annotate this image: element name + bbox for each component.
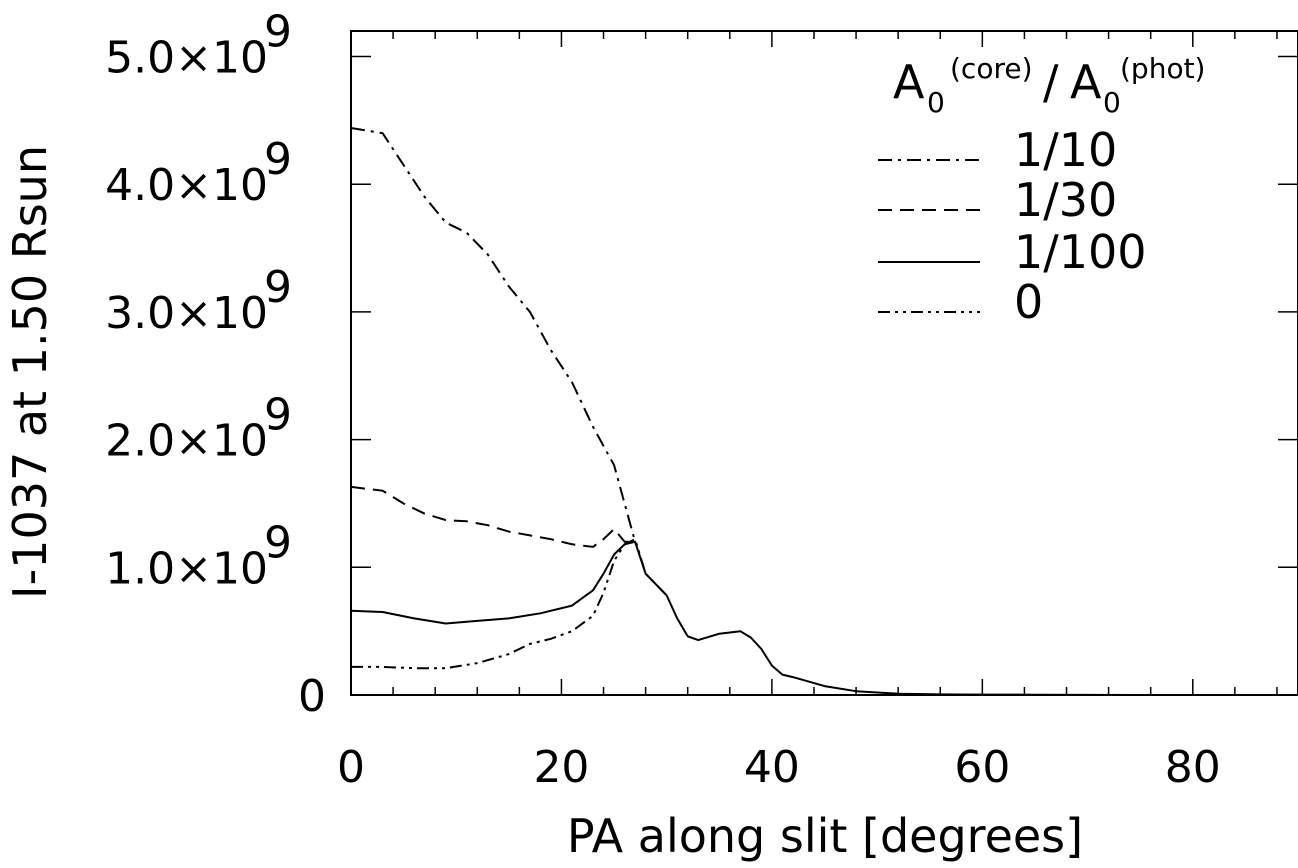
- y-tick-label: 1.0×10: [105, 543, 268, 594]
- x-tick-label: 80: [1165, 742, 1221, 793]
- svg-text:(core): (core): [950, 52, 1033, 85]
- svg-text:A: A: [893, 55, 925, 109]
- svg-text:/: /: [1043, 55, 1059, 109]
- y-axis-label: I-1037 at 1.50 Rsun: [3, 145, 57, 599]
- svg-text:0: 0: [1103, 86, 1121, 119]
- svg-text:0: 0: [927, 86, 945, 119]
- legend-title: A 0 (core) / A 0 (phot): [893, 52, 1205, 119]
- y-tick-label: 0: [298, 671, 326, 722]
- y-tick-exponent: 9: [264, 262, 292, 313]
- y-tick-exponent: 9: [264, 134, 292, 185]
- legend-label: 0: [1014, 275, 1043, 329]
- y-tick-exponent: 9: [264, 390, 292, 441]
- y-tick-label: 2.0×10: [105, 416, 268, 467]
- legend-label: 1/30: [1014, 173, 1117, 227]
- series-line-dash: [350, 485, 636, 548]
- x-tick-label: 40: [744, 742, 800, 793]
- y-tick-exponent: 9: [264, 7, 292, 58]
- svg-text:A: A: [1070, 55, 1102, 109]
- series-line-solid: [350, 540, 1130, 696]
- y-tick-exponent: 9: [264, 517, 292, 568]
- y-tick-label: 5.0×10: [105, 33, 268, 84]
- legend-label: 1/10: [1014, 123, 1117, 177]
- y-tick-label: 4.0×10: [105, 160, 268, 211]
- svg-text:(phot): (phot): [1120, 52, 1205, 85]
- series-line-dashdotdot: [351, 538, 668, 670]
- legend-label: 1/100: [1014, 225, 1147, 279]
- series-line-dashdot: [350, 127, 637, 543]
- x-tick-label: 60: [954, 742, 1010, 793]
- y-tick-label: 3.0×10: [105, 288, 268, 339]
- x-tick-label: 0: [337, 742, 365, 793]
- x-axis-label: PA along slit [degrees]: [567, 809, 1083, 863]
- x-tick-label: 20: [533, 742, 589, 793]
- plot-frame: [350, 30, 1298, 696]
